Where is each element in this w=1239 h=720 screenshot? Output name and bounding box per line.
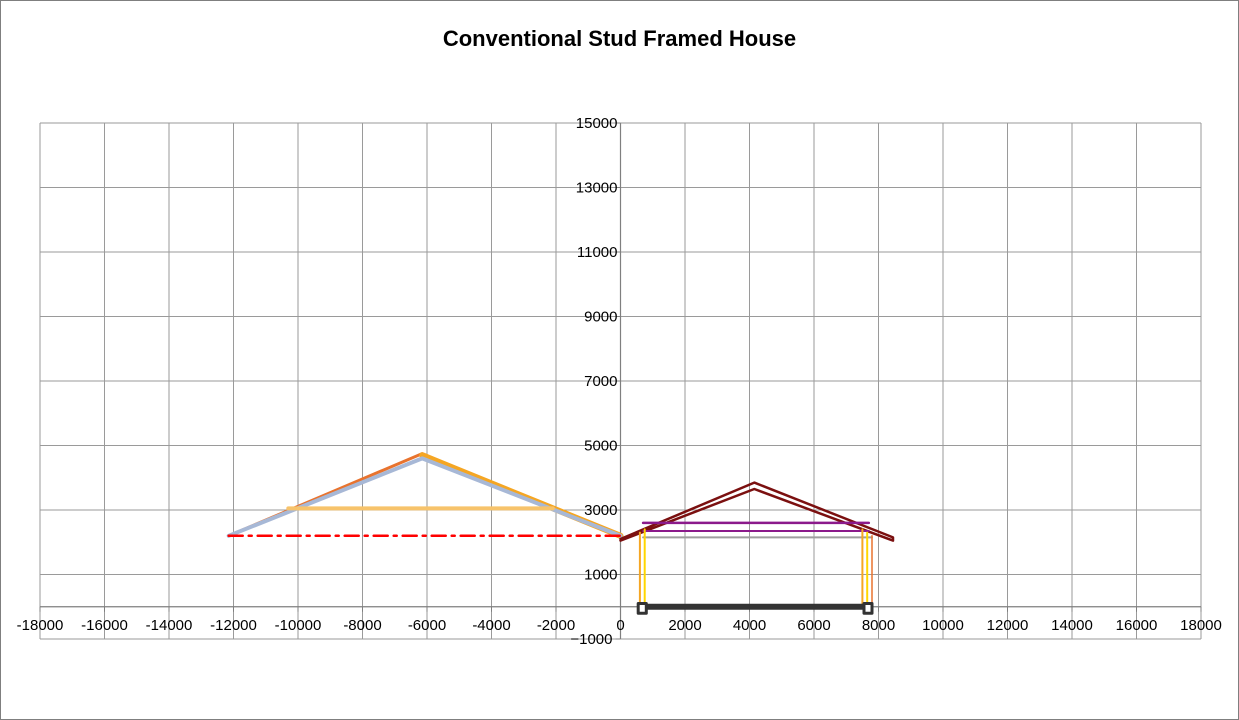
x-tick-label: -2000 <box>537 617 575 634</box>
y-tick-label: 11000 <box>577 244 618 261</box>
x-tick-label: 0 <box>616 617 624 634</box>
y-tick-label: 1000 <box>584 567 617 584</box>
x-tick-label: 4000 <box>733 617 766 634</box>
x-tick-label: -16000 <box>81 617 128 634</box>
chart-title: Conventional Stud Framed House <box>442 26 797 51</box>
y-tick-label: 15000 <box>576 115 618 132</box>
y-tick-label: 7000 <box>584 373 617 390</box>
x-tick-label: 10000 <box>922 617 964 634</box>
x-tick-label: 14000 <box>1051 617 1093 634</box>
x-tick-label: 2000 <box>668 617 701 634</box>
y-tick-label: −1000 <box>570 631 612 648</box>
x-tick-label: -10000 <box>275 617 322 634</box>
x-tick-label: 8000 <box>862 617 895 634</box>
y-tick-label: 5000 <box>584 438 617 455</box>
series-line-16 <box>636 602 648 615</box>
y-tick-label: 9000 <box>584 309 617 326</box>
x-tick-label: -6000 <box>408 617 446 634</box>
x-tick-label: -18000 <box>17 617 64 634</box>
series-line-3 <box>226 456 623 538</box>
tick-labels: -18000 -16000 -14000 -12000 -10000 -8000 -6000… <box>17 115 1222 648</box>
x-tick-label: -12000 <box>210 617 257 634</box>
series-line-1 <box>227 452 622 539</box>
x-tick-label: 12000 <box>987 617 1029 634</box>
y-tick-label: 13000 <box>576 180 618 197</box>
x-tick-label: 6000 <box>797 617 830 634</box>
x-tick-label: -4000 <box>472 617 510 634</box>
series-line-6 <box>619 481 895 542</box>
series-line-17 <box>862 602 874 615</box>
y-tick-label: 3000 <box>584 502 617 519</box>
x-tick-label: -8000 <box>343 617 381 634</box>
x-tick-label: -14000 <box>146 617 193 634</box>
series-lines <box>226 452 895 615</box>
x-tick-label: 18000 <box>1180 617 1222 634</box>
x-tick-label: 16000 <box>1116 617 1158 634</box>
